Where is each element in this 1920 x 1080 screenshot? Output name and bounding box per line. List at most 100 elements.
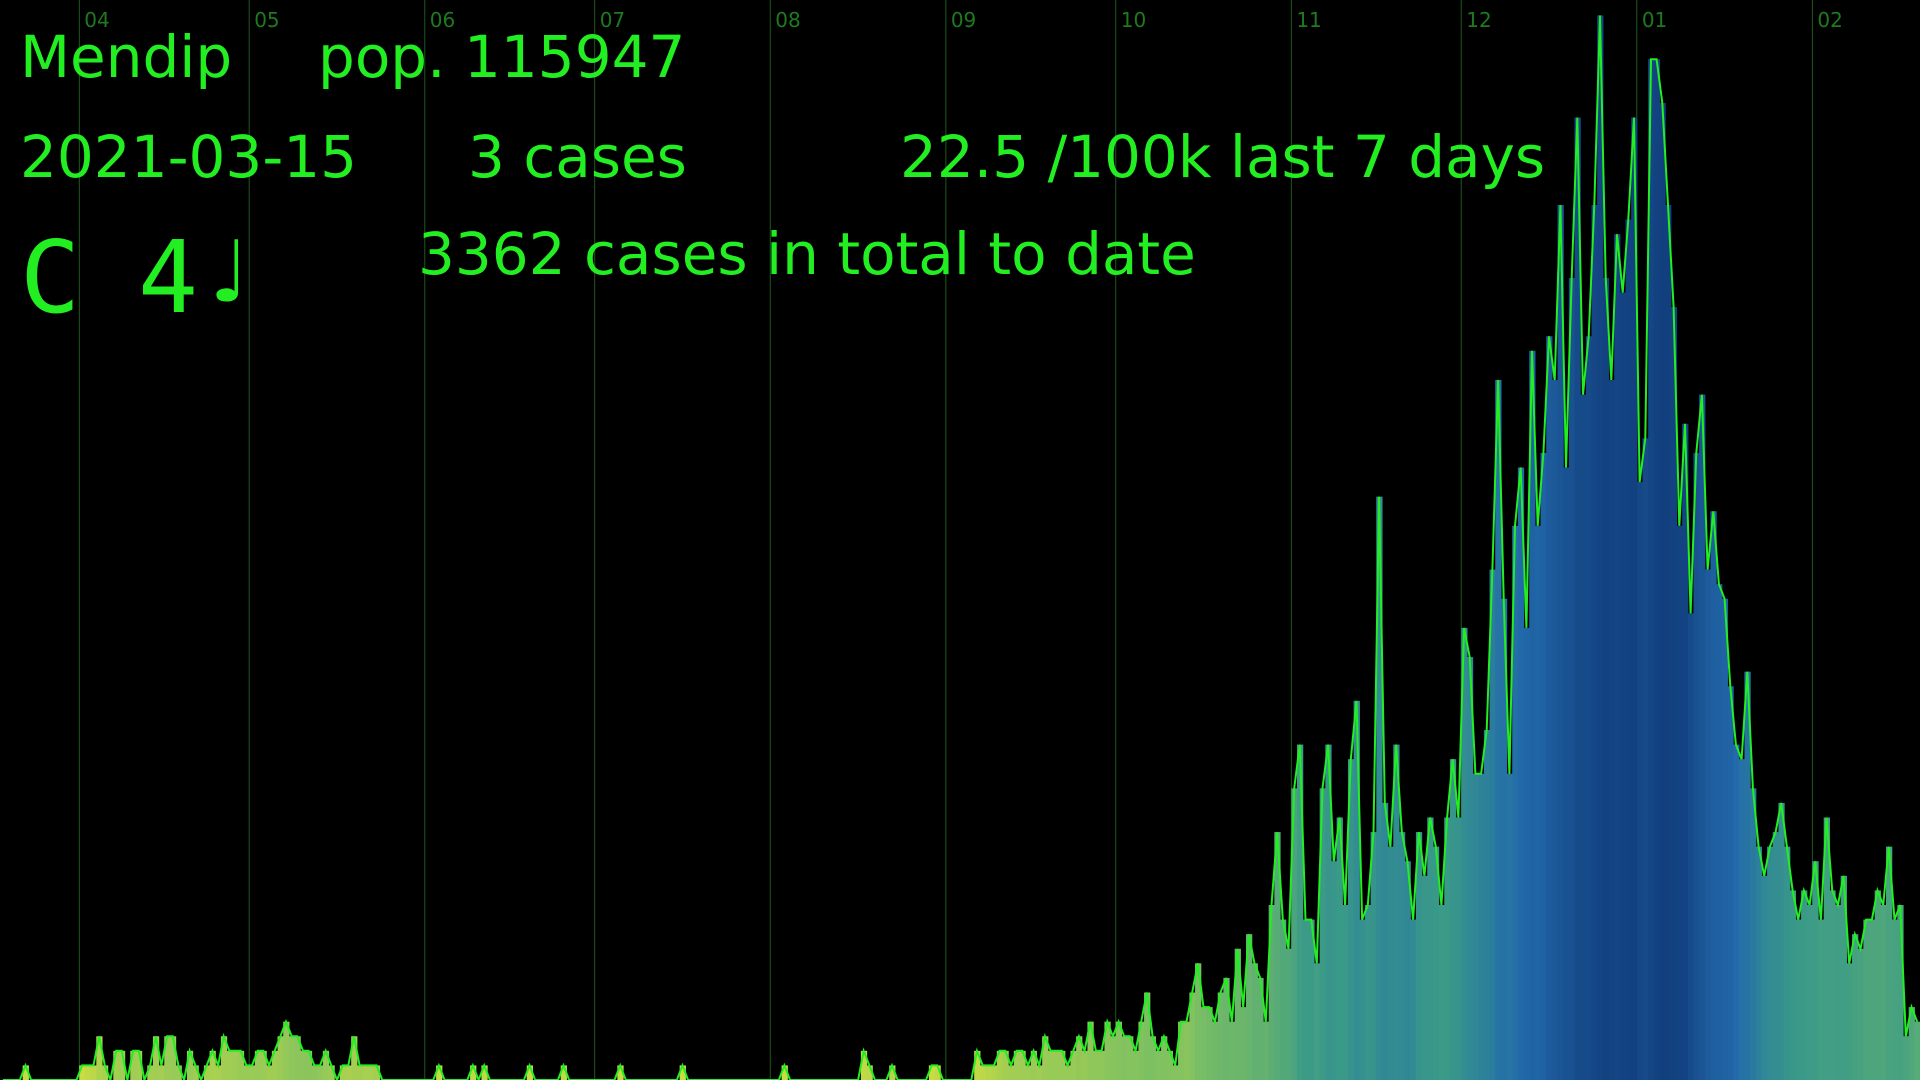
case-bar xyxy=(1710,511,1717,1080)
case-bar xyxy=(1093,1050,1100,1080)
case-bar xyxy=(1172,1065,1179,1080)
case-bar xyxy=(1342,905,1349,1080)
case-bar xyxy=(1325,744,1332,1080)
case-bar xyxy=(1529,350,1536,1080)
case-bar xyxy=(1914,1021,1920,1080)
case-bar xyxy=(1195,963,1202,1080)
case-bar xyxy=(317,1065,324,1080)
case-bar xyxy=(1336,817,1343,1080)
case-bar xyxy=(1789,890,1796,1080)
case-bar xyxy=(118,1050,126,1080)
case-bar xyxy=(1030,1050,1038,1080)
weekly-rate: 22.5 /100k last 7 days xyxy=(900,123,1546,191)
case-bar xyxy=(1903,1036,1910,1080)
case-bar xyxy=(1670,307,1678,1080)
month-label-09: 09 xyxy=(951,8,976,32)
case-bar xyxy=(158,1065,165,1080)
case-bar xyxy=(979,1065,987,1080)
case-bar xyxy=(1257,977,1264,1080)
case-bar xyxy=(1070,1050,1077,1080)
case-bar xyxy=(1212,1021,1219,1080)
case-bar xyxy=(679,1065,686,1080)
district-name: Mendip xyxy=(20,23,233,91)
case-bar xyxy=(1064,1065,1072,1080)
case-bar xyxy=(1115,1021,1123,1080)
case-bar xyxy=(1127,1036,1134,1080)
case-bar xyxy=(1347,759,1355,1080)
case-bar xyxy=(1897,905,1904,1080)
case-bar xyxy=(305,1050,313,1080)
case-bar xyxy=(1483,730,1491,1080)
case-bar xyxy=(1812,861,1819,1080)
case-bar xyxy=(215,1065,222,1080)
case-bar xyxy=(1302,919,1309,1080)
daily-case-bars xyxy=(22,15,1920,1080)
case-bar xyxy=(1761,875,1768,1080)
case-bar xyxy=(1246,934,1253,1080)
case-bar xyxy=(175,1065,182,1080)
month-label-01: 01 xyxy=(1642,8,1667,32)
case-bar xyxy=(79,1065,86,1080)
case-bar xyxy=(1721,598,1729,1080)
case-bar xyxy=(345,1065,352,1080)
case-bar xyxy=(1189,992,1196,1080)
case-bar xyxy=(368,1065,375,1080)
case-bar xyxy=(1461,627,1468,1080)
case-bar xyxy=(1772,832,1780,1080)
case-bar xyxy=(1818,919,1825,1080)
case-bar xyxy=(1438,905,1445,1080)
month-label-12: 12 xyxy=(1466,8,1491,32)
case-bar xyxy=(1019,1050,1026,1080)
case-bar xyxy=(1291,788,1298,1080)
case-bar xyxy=(928,1065,936,1080)
daily-cases: 3 cases xyxy=(468,123,687,191)
case-bar xyxy=(1319,788,1326,1080)
case-bar xyxy=(1217,992,1224,1080)
case-bar xyxy=(1144,992,1151,1080)
case-bar xyxy=(866,1065,873,1080)
case-bar xyxy=(328,1065,335,1080)
case-bar xyxy=(1591,205,1598,1080)
case-bar xyxy=(1778,802,1785,1080)
case-bar xyxy=(996,1050,1004,1080)
case-bar xyxy=(209,1050,216,1080)
month-label-04: 04 xyxy=(84,8,109,32)
month-label-08: 08 xyxy=(775,8,800,32)
case-bar xyxy=(147,1065,154,1080)
case-bar xyxy=(1563,467,1570,1080)
case-bar xyxy=(1149,1036,1156,1080)
case-bar xyxy=(1863,919,1870,1080)
case-bar xyxy=(1455,817,1462,1080)
case-bar xyxy=(220,1036,228,1080)
case-bar xyxy=(1110,1036,1117,1080)
case-bar xyxy=(1076,1036,1083,1080)
case-bar xyxy=(90,1065,97,1080)
case-bar xyxy=(1540,452,1547,1080)
case-bar xyxy=(1806,905,1813,1080)
case-bar xyxy=(1557,205,1564,1080)
case-bar xyxy=(84,1065,92,1080)
case-bar xyxy=(1835,905,1842,1080)
case-bar xyxy=(164,1036,171,1080)
case-bar xyxy=(1466,657,1474,1080)
case-bar xyxy=(526,1065,533,1080)
month-labels: 040506070809101112010203 xyxy=(84,8,1843,32)
case-bar xyxy=(781,1065,788,1080)
case-bar xyxy=(1602,277,1610,1080)
case-bar xyxy=(294,1036,301,1080)
case-bar xyxy=(1313,963,1321,1080)
case-bar xyxy=(266,1065,273,1080)
case-bar xyxy=(1415,832,1423,1080)
case-bar xyxy=(1636,482,1644,1080)
case-bar xyxy=(560,1065,567,1080)
case-bar xyxy=(232,1050,239,1080)
case-bar xyxy=(470,1065,477,1080)
case-bar xyxy=(1285,948,1292,1080)
case-bar xyxy=(1625,219,1632,1080)
case-bar xyxy=(339,1065,347,1080)
case-bar xyxy=(1733,744,1740,1080)
case-bar xyxy=(254,1050,262,1080)
case-bar xyxy=(1008,1065,1015,1080)
case-bar xyxy=(1081,1050,1089,1080)
case-bar xyxy=(113,1050,120,1080)
